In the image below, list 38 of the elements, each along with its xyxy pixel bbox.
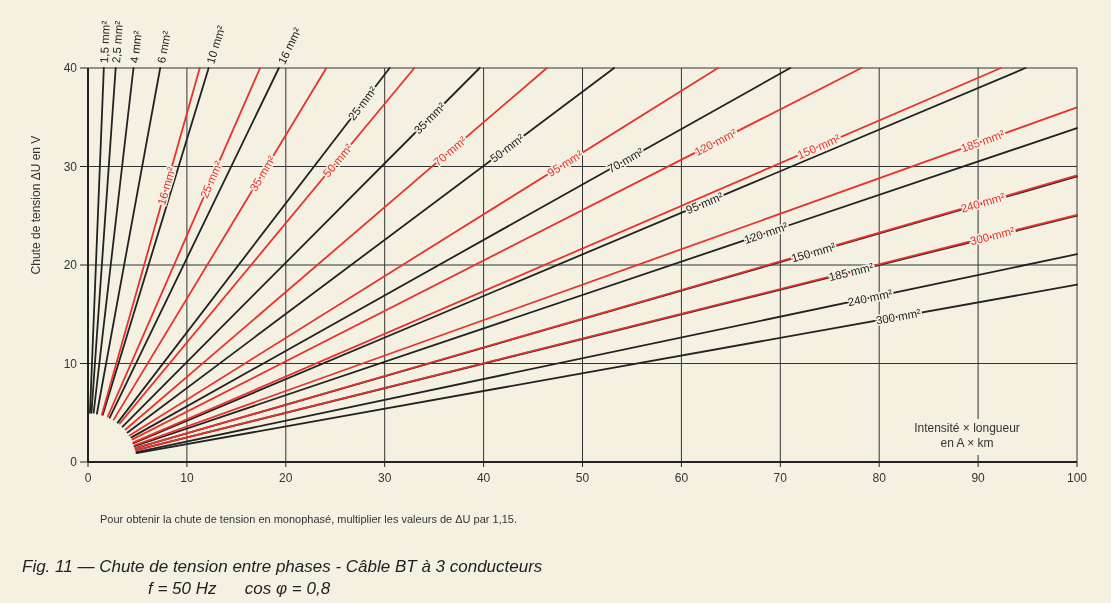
text: 150 mm²: [795, 132, 843, 162]
x-tick-label: 60: [674, 471, 689, 485]
x-tick-label: 100: [1066, 471, 1088, 485]
text: 25 mm²: [198, 159, 225, 200]
y-tick-label: 40: [63, 61, 78, 75]
x-tick-label: 50: [575, 471, 590, 485]
text: 4 mm²: [128, 29, 144, 64]
x-axis-title: Intensité × longueur en A × km: [914, 421, 1020, 450]
text: Fig. 11 — Chute de tension entre phases - Câble BT à 3 conducteurs: [22, 557, 543, 576]
x-tick-label: 10: [180, 471, 194, 485]
text: 6 mm²: [155, 29, 173, 65]
x-tick-label: 70: [773, 471, 788, 485]
x-tick-label: 80: [872, 471, 887, 485]
text: 300 mm²: [874, 306, 922, 327]
text: 70 mm²: [605, 145, 646, 176]
y-tick-label: 10: [63, 356, 78, 371]
text: 16 mm²: [275, 25, 304, 67]
y-tick-label: 20: [63, 258, 78, 272]
x-tick-label: 0: [84, 471, 92, 485]
y-tick-label: 30: [63, 159, 78, 174]
y-tick-label: 0: [70, 455, 78, 469]
x-tick-label: 40: [476, 471, 491, 485]
x-tick-label: 30: [378, 471, 392, 485]
text: 2,5 mm²: [110, 20, 125, 64]
y-axis-title: Chute de tension ΔU en V: [29, 135, 43, 275]
text: 300 mm²: [968, 224, 1016, 248]
text: 120 mm²: [692, 126, 739, 158]
x-tick-label: 20: [279, 471, 293, 485]
text: Pour obtenir la chute de tension en monophasé, multiplier les valeurs de ΔU par 1,15.: [100, 513, 518, 525]
text: 50 mm²: [487, 131, 527, 165]
text: 185 mm²: [959, 127, 1007, 155]
text: 120 mm²: [742, 220, 790, 247]
text: 240 mm²: [959, 190, 1007, 215]
x-tick-label: 90: [971, 471, 986, 485]
text: 10 mm²: [204, 24, 228, 65]
text: 240 mm²: [846, 287, 894, 309]
text: f = 50 Hz cos φ = 0,8: [148, 579, 331, 598]
text: 1,5 mm²: [98, 20, 112, 64]
